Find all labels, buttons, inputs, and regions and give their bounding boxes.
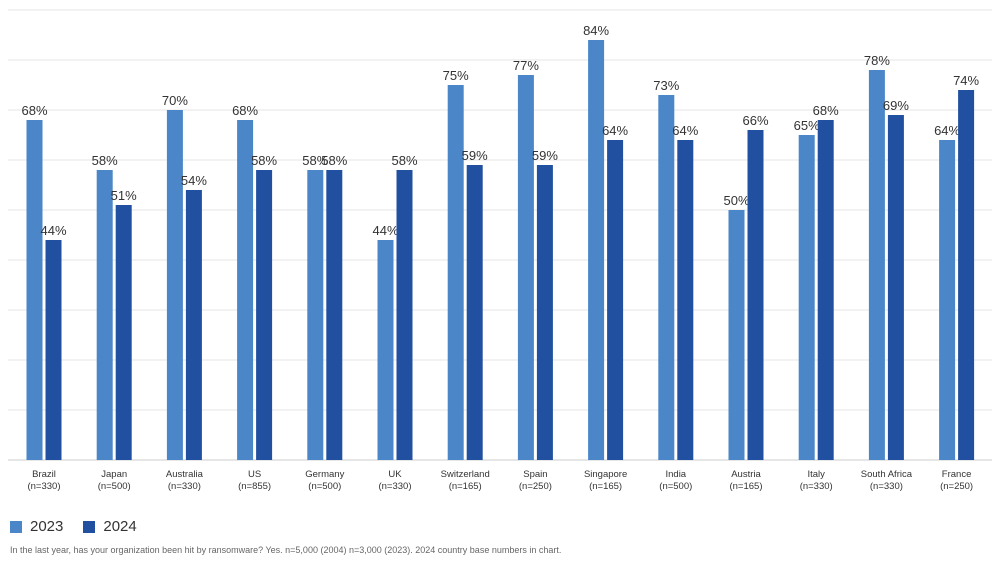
data-label-2024: 44% (40, 223, 66, 238)
bar-2024 (887, 115, 904, 460)
legend-item-2023: 2023 (10, 518, 63, 535)
data-label-2024: 58% (321, 153, 347, 168)
data-label-2023: 78% (864, 53, 890, 68)
bar-2023 (939, 140, 956, 460)
bar-2024 (396, 170, 413, 460)
data-label-2024: 58% (391, 153, 417, 168)
category-base-label: (n=250) (519, 481, 552, 492)
bar-2023 (588, 40, 605, 460)
category-label: Austria (731, 469, 761, 480)
category-base-label: (n=330) (800, 481, 833, 492)
data-label-2023: 50% (723, 193, 749, 208)
bar-2023 (377, 240, 394, 460)
data-label-2024: 66% (742, 113, 768, 128)
category-label: France (942, 469, 972, 480)
legend-label-2023: 2023 (30, 518, 64, 535)
bar-2023 (96, 170, 113, 460)
data-label-2023: 58% (92, 153, 118, 168)
bar-2023 (237, 120, 254, 460)
footnote: In the last year, has your organization … (10, 545, 562, 555)
bar-2024 (466, 165, 483, 460)
data-label-2023: 70% (162, 93, 188, 108)
data-label-2024: 59% (532, 148, 558, 163)
category-base-label: (n=330) (168, 481, 201, 492)
bar-2023 (307, 170, 324, 460)
data-label-2024: 51% (111, 188, 137, 203)
data-label-2024: 58% (251, 153, 277, 168)
category-base-label: (n=855) (238, 481, 271, 492)
category-base-label: (n=330) (378, 481, 411, 492)
bar-chart: 68%44%Brazil(n=330)58%51%Japan(n=500)70%… (8, 9, 992, 492)
data-label-2024: 54% (181, 173, 207, 188)
bar-2023 (868, 70, 885, 460)
category-base-label: (n=165) (449, 481, 482, 492)
bar-2024 (817, 120, 834, 460)
legend-swatch-2023 (10, 520, 22, 533)
data-label-2023: 73% (653, 78, 679, 93)
category-base-label: (n=500) (308, 481, 341, 492)
category-label: Italy (807, 469, 825, 480)
category-label: Brazil (32, 469, 56, 480)
category-base-label: (n=330) (870, 481, 903, 492)
category-base-label: (n=250) (940, 481, 973, 492)
data-label-2024: 68% (813, 103, 839, 118)
bar-2024 (45, 240, 62, 460)
bar-2024 (115, 205, 132, 460)
data-label-2024: 64% (602, 123, 628, 138)
bar-2024 (958, 90, 975, 460)
bar-2024 (536, 165, 553, 460)
category-label: UK (388, 469, 402, 480)
data-label-2023: 65% (794, 118, 820, 133)
data-label-2023: 75% (443, 68, 469, 83)
data-label-2023: 64% (934, 123, 960, 138)
category-label: Switzerland (441, 469, 490, 480)
data-label-2023: 68% (232, 103, 258, 118)
data-label-2023: 77% (513, 58, 539, 73)
category-label: Spain (523, 469, 547, 480)
data-label-2023: 68% (21, 103, 47, 118)
bar-2024 (185, 190, 202, 460)
bar-2023 (447, 85, 464, 460)
category-base-label: (n=165) (589, 481, 622, 492)
category-base-label: (n=500) (98, 481, 131, 492)
data-label-2024: 64% (672, 123, 698, 138)
bar-2023 (166, 110, 183, 460)
category-label: Germany (305, 469, 344, 480)
data-label-2024: 59% (462, 148, 488, 163)
bar-2023 (798, 135, 815, 460)
bar-2023 (517, 75, 534, 460)
bar-2023 (658, 95, 675, 460)
bar-2024 (677, 140, 694, 460)
category-base-label: (n=500) (659, 481, 692, 492)
bar-2023 (26, 120, 43, 460)
legend-item-2024: 2024 (83, 518, 137, 535)
data-label-2024: 69% (883, 98, 909, 113)
legend-label-2024: 2024 (103, 518, 137, 535)
data-label-2024: 74% (953, 73, 979, 88)
bar-2024 (256, 170, 273, 460)
data-label-2023: 84% (583, 23, 609, 38)
bar-2023 (728, 210, 745, 460)
category-label: Singapore (584, 469, 627, 480)
legend-swatch-2024 (83, 520, 96, 533)
bar-2024 (326, 170, 343, 460)
bar-2024 (607, 140, 624, 460)
category-base-label: (n=330) (27, 481, 60, 492)
category-base-label: (n=165) (729, 481, 762, 492)
category-label: Japan (101, 469, 127, 480)
category-label: India (665, 469, 686, 480)
data-label-2023: 58% (302, 153, 328, 168)
legend: 2023 2024 (10, 518, 137, 535)
category-label: Australia (166, 469, 204, 480)
bar-2024 (747, 130, 764, 460)
data-label-2023: 44% (372, 223, 398, 238)
category-label: South Africa (861, 469, 913, 480)
category-label: US (248, 469, 261, 480)
